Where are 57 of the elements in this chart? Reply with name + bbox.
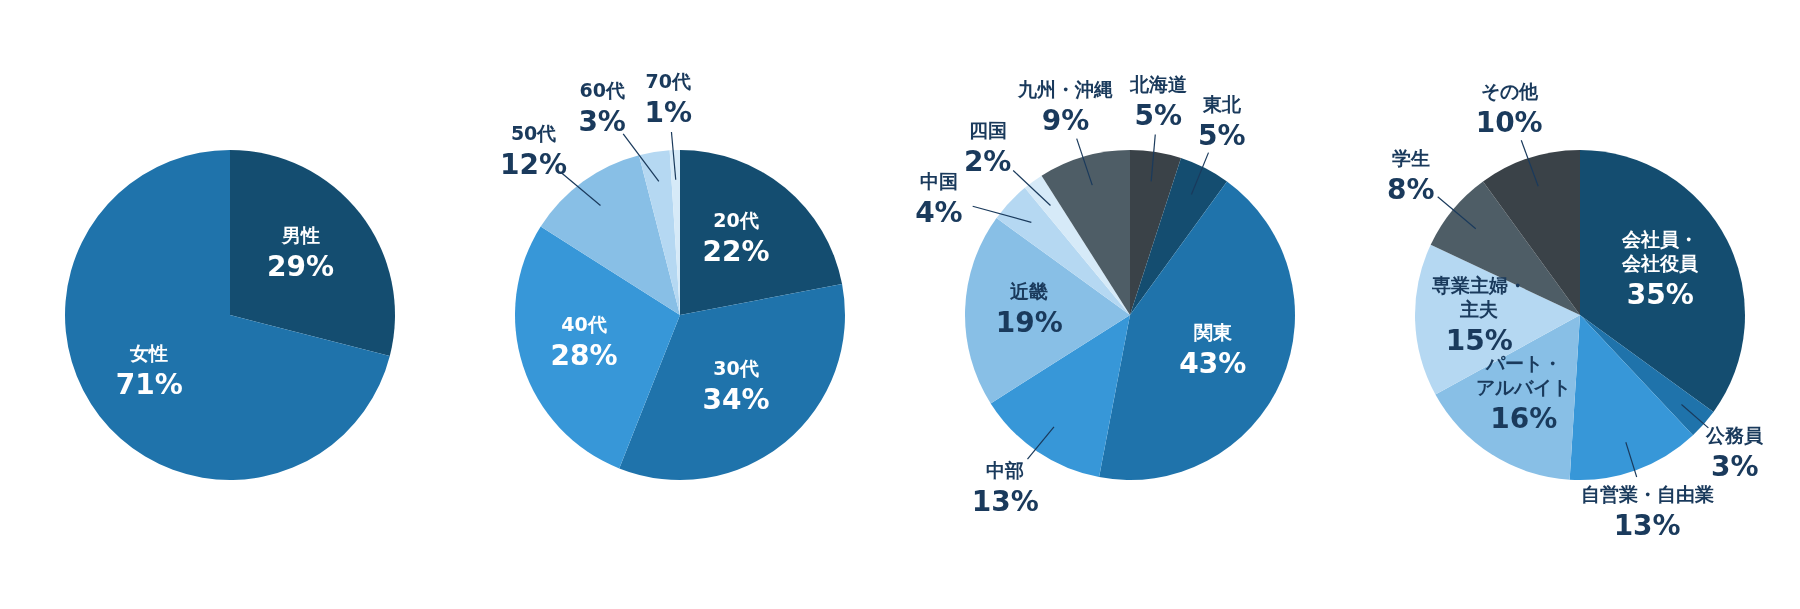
data-label: 4% (915, 196, 963, 229)
pie-slice (965, 218, 1130, 404)
slice-label: パート・アルバイト (1476, 351, 1572, 398)
data-label: 16% (1490, 401, 1558, 435)
slice-label: 四国 (968, 119, 1007, 142)
data-label: 43% (1179, 347, 1247, 381)
slice-label: 女性 (129, 341, 169, 364)
slice-label: 男性 (280, 224, 320, 247)
slice-label: 50代 (510, 122, 557, 145)
data-label: 12% (500, 148, 568, 182)
slice-label: その他 (1480, 80, 1539, 103)
slice-label: 九州・沖縄 (1017, 78, 1114, 101)
data-label: 5% (1197, 119, 1246, 153)
slice-label: 20代 (713, 209, 759, 232)
slice-label: 中部 (986, 459, 1025, 482)
pie-slice (1130, 158, 1227, 315)
data-label: 8% (1387, 173, 1435, 207)
slice-label: 会社員・会社役員 (1621, 227, 1699, 274)
data-label: 2% (963, 145, 1012, 179)
slice-label: 公務員 (1705, 423, 1764, 446)
slice-label: 自営業・自由業 (1580, 483, 1714, 506)
slice-label: 学生 (1391, 147, 1430, 170)
data-label: 5% (1134, 98, 1183, 132)
data-label: 3% (578, 104, 626, 138)
slice-label: 専業主婦・主夫 (1430, 274, 1527, 321)
pie-slice (1569, 315, 1693, 480)
data-label: 22% (702, 235, 770, 269)
pie-slice (515, 226, 680, 469)
data-label: 13% (971, 485, 1039, 519)
slice-label: 東北 (1201, 93, 1242, 116)
pie-slice (65, 150, 390, 480)
slice-label: 40代 (561, 312, 607, 335)
slice-label: 中国 (919, 170, 958, 192)
data-label: 9% (1041, 104, 1090, 138)
pie-slice (230, 150, 395, 357)
data-label: 13% (1613, 509, 1681, 543)
slice-label: 30代 (713, 356, 759, 379)
slice-label: 北海道 (1128, 72, 1187, 95)
slice-label: 関東 (1193, 321, 1233, 344)
slice-label: 近畿 (1009, 279, 1049, 302)
data-label: 28% (550, 338, 618, 372)
slice-label: 70代 (645, 70, 692, 93)
slice-label: 60代 (579, 78, 625, 101)
pie-slice (1130, 150, 1181, 315)
data-label: 19% (995, 305, 1063, 339)
data-label: 10% (1475, 106, 1543, 140)
pie-slice (638, 150, 680, 315)
data-label: 29% (267, 250, 335, 284)
pie-slice (1580, 150, 1745, 412)
data-label: 1% (644, 96, 693, 130)
pie-slice (1099, 181, 1295, 480)
data-label: 71% (115, 367, 183, 401)
data-label: 34% (702, 382, 770, 416)
data-label: 35% (1626, 277, 1694, 311)
pie-slice (680, 150, 843, 315)
pie-slice (619, 284, 845, 480)
data-label: 3% (1711, 449, 1759, 483)
